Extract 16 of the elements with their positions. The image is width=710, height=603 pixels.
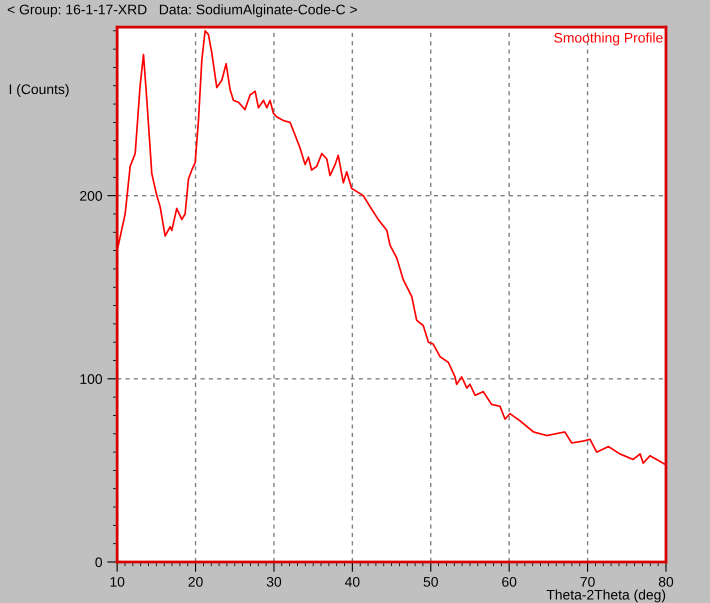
x-tick-label: 60 [502, 576, 516, 587]
x-tick-label: 50 [424, 576, 438, 587]
y-tick-label: 200 [80, 190, 102, 201]
x-tick-label: 20 [188, 576, 203, 587]
y-tick-label: 100 [80, 374, 102, 384]
x-tick-label: 70 [580, 576, 595, 587]
x-tick-label: 30 [266, 576, 282, 587]
x-axis-title: Theta-2Theta (deg) [546, 589, 666, 602]
x-tick-label: 10 [110, 576, 124, 587]
annotation: Smoothing Profile [554, 32, 663, 46]
chart-title: < Group: 16-1-17-XRD Data: SodiumAlginate-Code-C > [8, 4, 357, 18]
y-tick-label: 0 [95, 557, 102, 568]
y-axis-title: I (Counts) [10, 84, 69, 97]
x-tick-label: 40 [344, 576, 360, 587]
x-tick-label: 80 [658, 576, 674, 587]
line-series [117, 30, 666, 466]
